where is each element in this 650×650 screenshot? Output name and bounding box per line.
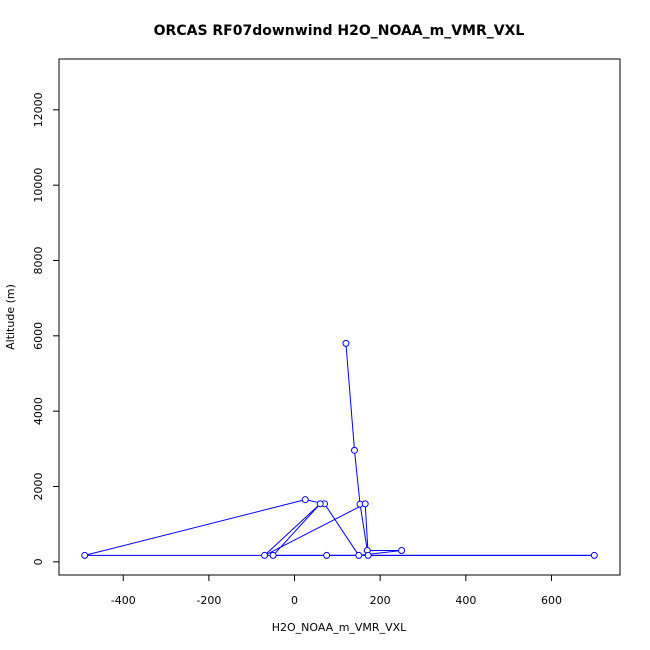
y-tick-label: 4000 bbox=[32, 397, 45, 425]
series-segment bbox=[84, 499, 306, 556]
data-point bbox=[342, 339, 350, 347]
series-segment bbox=[324, 503, 360, 556]
data-point bbox=[316, 500, 324, 508]
y-axis: 0 2000 4000 6000 8000 10000 12000 bbox=[32, 92, 60, 565]
y-tick-label: 0 bbox=[32, 558, 45, 565]
x-tick-label: 0 bbox=[291, 594, 298, 607]
data-point bbox=[323, 551, 331, 559]
data-point bbox=[364, 551, 372, 559]
data-point bbox=[355, 551, 363, 559]
x-axis-label: H2O_NOAA_m_VMR_VXL bbox=[272, 621, 407, 634]
data-point bbox=[269, 551, 277, 559]
series-segment bbox=[264, 503, 366, 556]
y-tick-label: 10000 bbox=[32, 168, 45, 203]
y-tick-label: 8000 bbox=[32, 247, 45, 275]
data-point bbox=[398, 547, 406, 555]
data-point bbox=[361, 500, 369, 508]
chart-title: ORCAS RF07downwind H2O_NOAA_m_VMR_VXL bbox=[154, 23, 525, 39]
x-tick-label: -200 bbox=[196, 594, 221, 607]
data-point bbox=[350, 446, 358, 454]
y-tick-label: 12000 bbox=[32, 92, 45, 127]
series-segment bbox=[359, 504, 368, 551]
x-axis: -400 -200 0 200 400 600 bbox=[111, 574, 562, 607]
data-point bbox=[590, 551, 598, 559]
series-segment bbox=[353, 450, 361, 505]
x-tick-label: 200 bbox=[370, 594, 391, 607]
y-axis-label: Altitude (m) bbox=[4, 284, 17, 350]
y-tick-label: 6000 bbox=[32, 322, 45, 350]
plot-frame bbox=[58, 58, 621, 576]
series-layer bbox=[81, 339, 598, 559]
y-tick-label: 2000 bbox=[32, 472, 45, 500]
data-point bbox=[261, 551, 269, 559]
x-tick-label: 600 bbox=[541, 594, 562, 607]
data-point bbox=[301, 496, 309, 504]
x-tick-label: -400 bbox=[111, 594, 136, 607]
x-tick-label: 400 bbox=[455, 594, 476, 607]
series-segment bbox=[264, 503, 321, 556]
series-segment bbox=[345, 343, 355, 451]
series-segment bbox=[364, 503, 369, 556]
data-point bbox=[81, 551, 89, 559]
